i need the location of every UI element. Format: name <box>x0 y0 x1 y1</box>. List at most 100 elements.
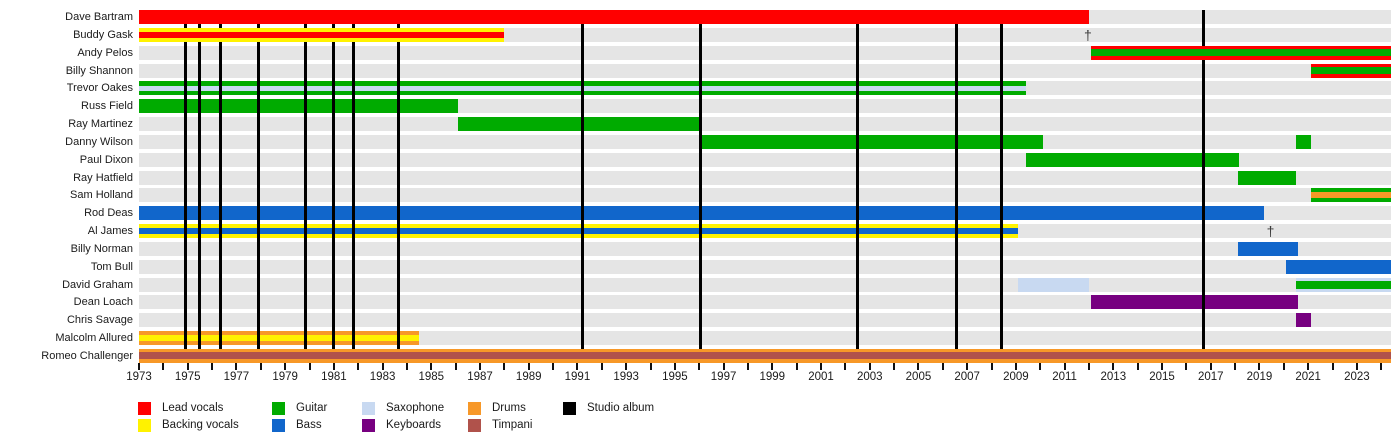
timeline-bar <box>1296 134 1311 149</box>
legend-label: Timpani <box>492 419 533 431</box>
album-line <box>856 10 860 349</box>
album-line <box>698 10 702 349</box>
member-label: Billy Shannon <box>65 64 133 77</box>
dagger-death-marker: † <box>1083 26 1092 43</box>
album-line <box>304 10 308 349</box>
row-track <box>139 170 1391 185</box>
axis-year-label: 2015 <box>1149 370 1175 383</box>
member-label: Dean Loach <box>73 296 133 309</box>
row-track <box>139 313 1391 328</box>
timeline-bar <box>139 27 505 42</box>
axis-tick <box>284 362 287 370</box>
axis-year-label: 1985 <box>418 370 445 383</box>
axis-year-label: 1995 <box>662 370 688 383</box>
axis-year-label: 1997 <box>710 370 737 383</box>
axis-tick <box>722 362 725 370</box>
axis-year-label: 2001 <box>808 370 834 383</box>
axis-tick <box>1331 362 1334 370</box>
axis-tick <box>917 362 920 370</box>
legend-label: Bass <box>296 419 322 431</box>
axis-tick <box>405 362 408 370</box>
axis-tick <box>600 362 603 370</box>
timeline-bar <box>139 10 1089 24</box>
member-label: Malcolm Allured <box>55 332 133 345</box>
timeline-bar-stripe <box>1091 49 1391 57</box>
timeline-bar-stripe <box>139 228 1019 235</box>
axis-tick <box>430 362 433 370</box>
axis-tick <box>357 362 360 370</box>
axis-tick <box>576 362 579 370</box>
axis-tick <box>332 362 335 370</box>
legend-swatch-album <box>563 402 576 415</box>
timeline-bar-stripe <box>139 352 1391 360</box>
axis-year-label: 1987 <box>467 370 493 383</box>
axis-tick <box>162 362 165 370</box>
axis-year-label: 1975 <box>174 370 201 383</box>
axis-tick <box>673 362 676 370</box>
axis-tick <box>893 362 896 370</box>
row-track <box>139 45 1391 60</box>
axis-tick <box>308 362 311 370</box>
legend-swatch-guitar <box>272 402 285 415</box>
axis-tick <box>941 362 944 370</box>
timeline-bar <box>139 224 1019 239</box>
legend-label: Backing vocals <box>162 419 239 431</box>
axis-tick <box>1087 362 1090 370</box>
album-line <box>580 10 584 349</box>
axis-tick <box>479 362 481 370</box>
member-label: Ray Martinez <box>68 118 133 131</box>
axis-year-label: 1999 <box>759 370 786 383</box>
member-label: Romeo Challenger <box>41 349 133 362</box>
axis-year-label: 1973 <box>126 370 152 383</box>
axis-tick <box>625 362 628 370</box>
axis-year-label: 2021 <box>1295 370 1321 383</box>
timeline-bar-stripe <box>1310 67 1391 75</box>
timeline-bar-stripe <box>139 335 420 342</box>
axis-year-label: 1981 <box>321 370 347 383</box>
axis-tick <box>1185 362 1188 370</box>
timeline-bar <box>1310 63 1391 78</box>
row-track <box>139 295 1391 310</box>
axis-tick <box>527 362 530 370</box>
axis-tick <box>454 362 457 370</box>
legend-swatch-drums <box>468 402 481 415</box>
timeline-bar <box>1237 241 1299 256</box>
member-label: Sam Holland <box>70 189 133 202</box>
legend-label: Saxophone <box>386 402 445 414</box>
axis-tick <box>746 362 749 370</box>
axis-tick <box>649 362 652 370</box>
album-line <box>999 10 1003 349</box>
row-track <box>139 188 1391 203</box>
legend-label: Drums <box>492 402 526 414</box>
axis-tick <box>503 362 506 370</box>
axis-tick <box>868 362 871 370</box>
axis-tick <box>698 362 701 370</box>
album-line <box>198 10 202 349</box>
axis-year-label: 1977 <box>223 370 250 383</box>
timeline-bar <box>1025 152 1239 167</box>
album-line <box>332 10 336 349</box>
legend-swatch-keyboards <box>362 419 375 432</box>
row-track <box>139 63 1391 78</box>
axis-tick <box>1039 362 1042 370</box>
member-label: Buddy Gask <box>73 28 133 41</box>
axis-tick <box>820 362 823 370</box>
row-track <box>139 241 1391 256</box>
album-line <box>351 10 355 349</box>
axis-year-label: 2005 <box>905 370 932 383</box>
legend-label: Keyboards <box>386 419 441 431</box>
member-label: Paul Dixon <box>79 153 133 166</box>
axis-year-label: 1983 <box>369 370 396 383</box>
timeline-bar-stripe <box>1310 192 1391 199</box>
axis-year-label: 2013 <box>1100 370 1127 383</box>
axis-tick <box>844 362 847 370</box>
axis-tick <box>235 362 238 370</box>
axis-tick <box>1258 362 1261 370</box>
axis-year-label: 1991 <box>564 370 591 383</box>
axis-tick <box>1282 362 1285 370</box>
timeline-bar <box>699 134 1043 149</box>
member-label: Chris Savage <box>66 314 133 327</box>
axis-tick <box>381 362 384 370</box>
axis-tick <box>795 362 798 370</box>
